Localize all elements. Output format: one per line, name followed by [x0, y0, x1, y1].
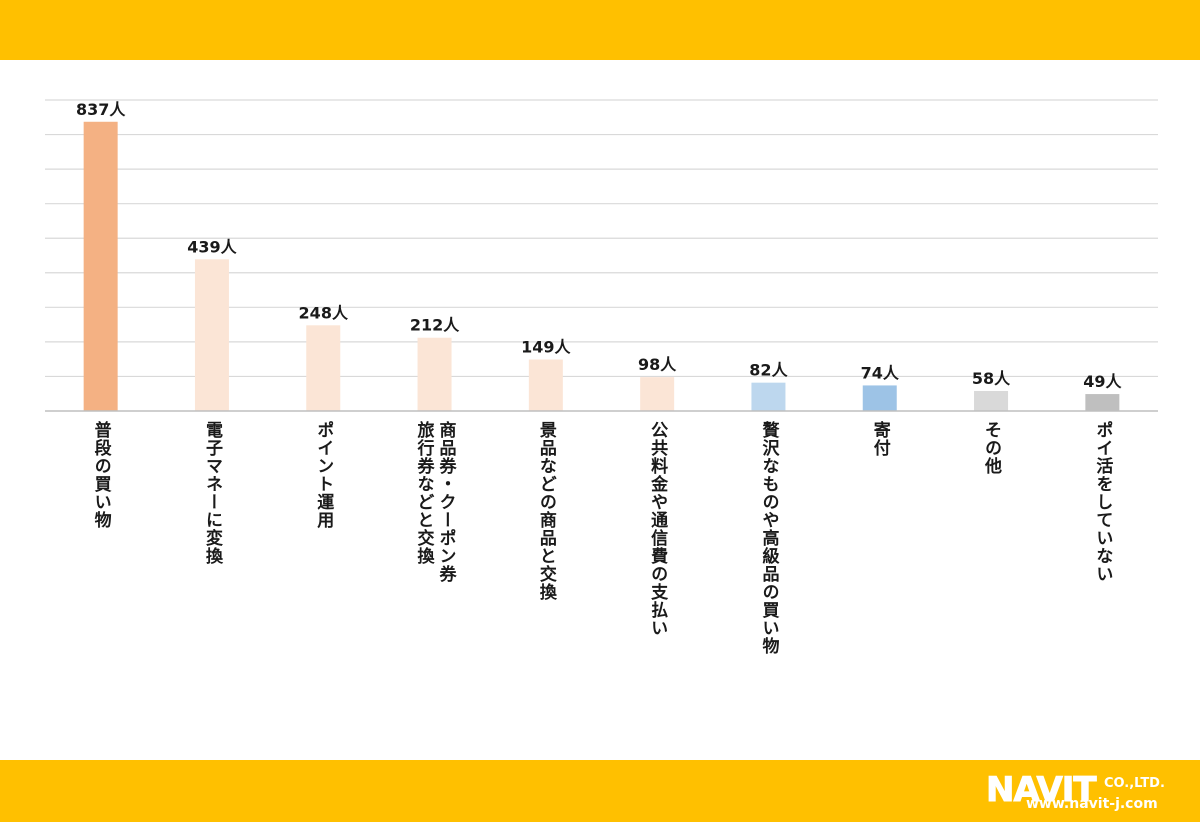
bar	[1085, 394, 1120, 411]
bar	[862, 385, 897, 411]
logo-main-text: NAVIT	[986, 770, 1098, 811]
bar	[83, 121, 118, 411]
bottom-banner	[0, 760, 1200, 822]
bar	[751, 382, 786, 411]
category-label: 旅行券などと交換	[414, 420, 436, 565]
value-label: 49人	[1083, 372, 1122, 391]
bar	[640, 377, 675, 411]
value-label: 58人	[972, 369, 1011, 388]
category-label: 贅沢なものや高級品の買い物	[758, 420, 779, 655]
category-label: 景品などの商品と交換	[536, 421, 557, 601]
category-label: 公共料金や通信費の支払い	[647, 421, 669, 637]
value-label: 74人	[861, 363, 900, 382]
value-label: 82人	[749, 361, 788, 380]
value-label: 149人	[521, 338, 571, 357]
bar	[306, 325, 341, 411]
category-label: 電子マネーに変換	[202, 421, 223, 565]
navit-logo: NAVIT CO.,LTD. www.navit-j.com	[986, 768, 1186, 816]
category-label: 商品券・クーポン券	[436, 420, 458, 583]
category-label: ポイ活をしていない	[1092, 420, 1113, 583]
category-label: 普段の買い物	[91, 420, 112, 529]
bar	[417, 337, 452, 411]
value-label: 98人	[638, 355, 677, 374]
value-label: 212人	[410, 316, 460, 335]
value-label: 837人	[76, 100, 126, 119]
category-label: 寄付	[870, 420, 891, 457]
logo-url-text: www.navit-j.com	[1026, 796, 1158, 812]
bar	[528, 359, 563, 411]
value-label: 439人	[187, 237, 237, 256]
top-banner	[0, 0, 1200, 60]
category-label: その他	[981, 421, 1003, 475]
logo-suffix-text: CO.,LTD.	[1104, 776, 1165, 791]
category-label: ポイント運用	[313, 420, 334, 529]
bar	[194, 259, 229, 411]
value-label: 248人	[299, 303, 349, 322]
bar	[974, 390, 1009, 411]
